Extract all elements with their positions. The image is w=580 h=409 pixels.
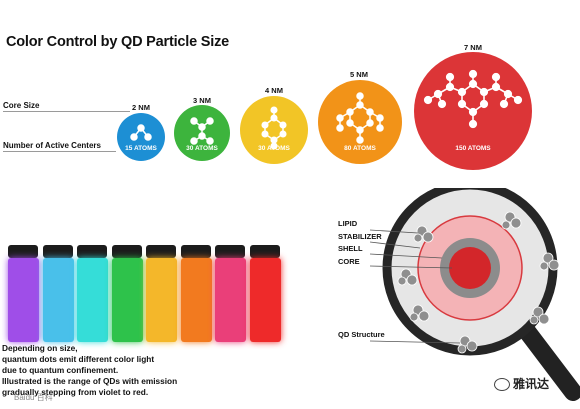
description-text: Depending on size, quantum dots emit dif… — [2, 343, 262, 398]
particle-circle-4nm — [240, 96, 308, 164]
particle-circle-3nm — [174, 105, 230, 161]
active-centers-line — [3, 151, 116, 152]
wechat-icon — [494, 378, 510, 392]
description-line: Depending on size, — [2, 343, 78, 353]
vial-cap — [180, 245, 211, 258]
particle-circle-5nm — [318, 80, 402, 164]
vial-cap — [77, 245, 107, 258]
molecule-icon — [336, 92, 384, 144]
molecule-icon — [130, 124, 152, 141]
magnifier-handle — [514, 317, 580, 401]
vial-bottle — [8, 258, 39, 342]
description-line: gradually stepping from violet to red. — [2, 387, 149, 397]
vial-bottle — [42, 258, 74, 342]
active-centers-label: Number of Active Centers — [3, 141, 101, 150]
brand-watermark: 雅讯达 — [494, 375, 549, 392]
core-layer — [449, 247, 491, 289]
particle-size-label: 2 NM — [132, 103, 150, 112]
vial-bottle — [180, 258, 212, 342]
qd-structure-caption: QD Structure — [338, 330, 385, 339]
vial-bottle — [111, 258, 143, 342]
vial-cap — [42, 245, 73, 258]
particle-circle-2nm — [117, 113, 165, 161]
molecule-icon — [261, 106, 287, 150]
vial-cap — [146, 245, 176, 258]
vial-cap — [8, 245, 38, 258]
brand-name: 雅讯达 — [513, 377, 550, 391]
description-line: Illustrated is the range of QDs with emi… — [2, 376, 178, 386]
shell-label: SHELL — [338, 244, 363, 253]
layer-pointer-lines — [370, 229, 461, 344]
vial-bottle — [77, 258, 108, 342]
lipid-label: LIPID — [338, 219, 358, 228]
particle-size-label: 5 NM — [350, 70, 368, 79]
atoms-label: 80 ATOMS — [344, 145, 376, 152]
vial-bottle — [215, 258, 246, 342]
core-size-line — [3, 111, 130, 112]
atoms-label: 30 ATOMS — [186, 145, 218, 152]
atoms-label: 15 ATOMS — [125, 145, 157, 152]
atoms-label: 150 ATOMS — [455, 145, 491, 152]
particle-size-label: 4 NM — [265, 86, 283, 95]
molecule-icon — [423, 69, 523, 129]
vial-bottle — [146, 258, 177, 342]
qd-structure-diagram — [370, 188, 580, 401]
stabilizer-label: STABILIZER — [338, 232, 382, 241]
vial-cap — [249, 245, 280, 258]
vial-cap — [111, 245, 142, 258]
vial-bottle — [249, 258, 281, 342]
lipid-molecules — [397, 211, 560, 354]
atoms-label: 30 ATOMS — [258, 145, 290, 152]
particle-size-label: 3 NM — [193, 96, 211, 105]
diagram-title: Color Control by QD Particle Size — [6, 34, 230, 50]
vial-cap — [215, 245, 245, 258]
molecule-icon — [190, 117, 214, 145]
description-line: quantum dots emit different color light — [2, 354, 155, 364]
source-watermark: Baidu 百科 — [14, 393, 53, 402]
particle-size-label: 7 NM — [464, 43, 482, 52]
core-size-label: Core Size — [3, 101, 40, 110]
particle-circle-7nm — [414, 52, 532, 170]
core-label: CORE — [338, 257, 360, 266]
description-line: due to quantum confinement. — [2, 365, 119, 375]
